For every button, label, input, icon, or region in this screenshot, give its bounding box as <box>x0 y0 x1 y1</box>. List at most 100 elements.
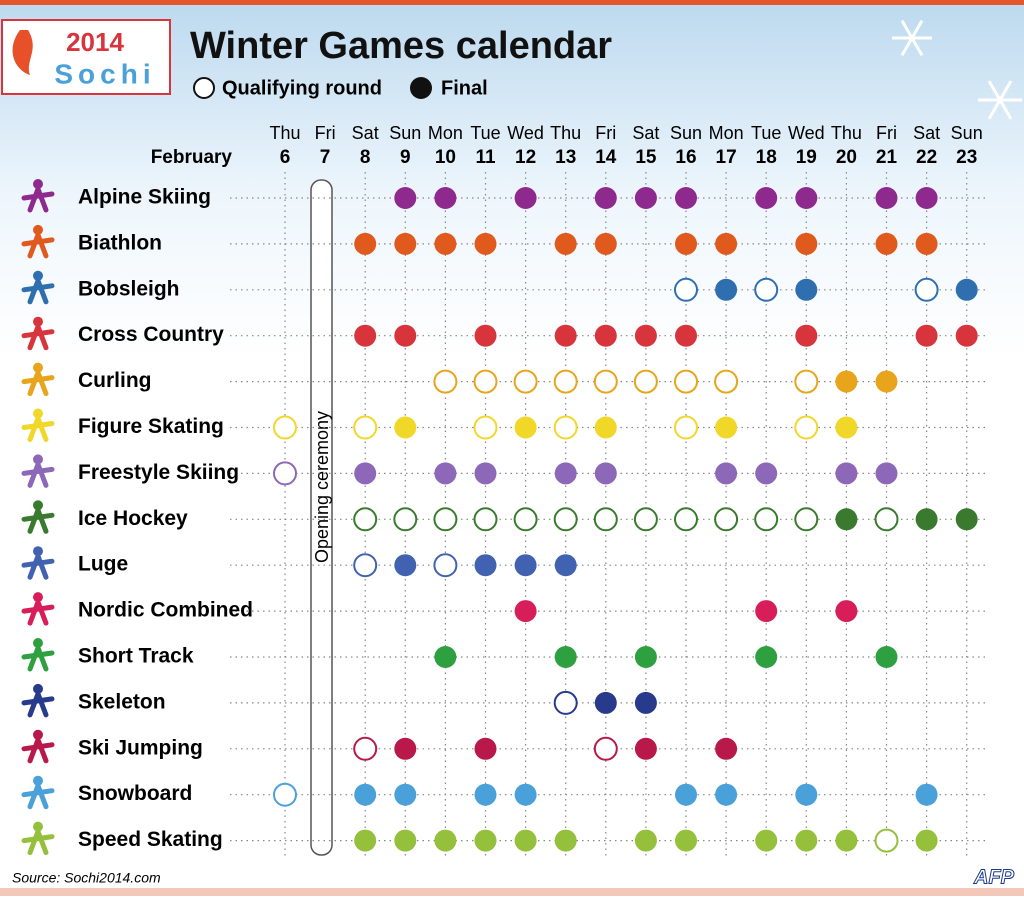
qualifying-dot <box>633 507 658 532</box>
final-dot <box>514 783 537 806</box>
final-dot <box>675 187 697 209</box>
sport-name: Cross Country <box>78 323 224 346</box>
sport-icon-body <box>21 186 55 213</box>
final-dot <box>394 737 417 760</box>
qualifying-dot <box>473 507 498 532</box>
weekday: Sun <box>670 123 702 143</box>
qualifying-dot <box>914 277 939 302</box>
weekday: Sun <box>389 123 421 143</box>
weekday: Mon <box>709 123 744 143</box>
weekday: Mon <box>428 123 463 143</box>
final-dot <box>795 278 818 301</box>
final-dot <box>675 232 697 255</box>
date: 14 <box>595 147 617 168</box>
snowflake <box>900 37 914 57</box>
final-dot <box>394 554 417 577</box>
sport-name: Luge <box>78 553 128 576</box>
final-dot <box>634 187 657 209</box>
snowflake <box>987 80 1002 101</box>
final-dot <box>795 232 818 255</box>
final-dot <box>955 508 978 531</box>
weekday: Tue <box>751 123 781 143</box>
weekday: Wed <box>788 123 825 143</box>
qualifying-dot <box>553 507 578 532</box>
final-dot <box>554 554 577 577</box>
weekday: Thu <box>550 123 581 143</box>
final-dot <box>675 324 697 347</box>
final-dot <box>795 324 818 347</box>
qualifying-dot <box>473 415 498 440</box>
opening-label: Opening ceremony <box>312 411 332 563</box>
final-dot <box>755 829 778 852</box>
weekday: Thu <box>269 123 300 143</box>
sport-icon-body <box>21 461 55 488</box>
final-dot <box>634 737 657 760</box>
legend-qualifying-icon <box>193 77 215 99</box>
final-dot <box>554 646 577 668</box>
final-dot <box>474 783 497 806</box>
sport-icon-head <box>33 729 43 740</box>
sport-icon-head <box>33 270 43 281</box>
final-dot <box>715 278 738 301</box>
final-dot <box>755 600 778 623</box>
snowflake <box>910 19 924 39</box>
qualifying-dot <box>754 277 779 302</box>
final-dot <box>875 370 898 393</box>
final-dot <box>634 829 657 852</box>
weekday: Fri <box>595 123 616 143</box>
final-dot <box>835 462 858 485</box>
final-dot <box>434 829 457 852</box>
final-dot <box>715 783 738 806</box>
date: 22 <box>916 147 937 168</box>
logo-city: Sochi <box>54 58 155 89</box>
weekday: Thu <box>831 123 862 143</box>
weekday: Sat <box>632 123 659 143</box>
sport-name: Bobsleigh <box>78 277 180 300</box>
final-dot <box>835 508 858 531</box>
final-dot <box>715 232 738 255</box>
final-dot <box>915 324 938 347</box>
final-dot <box>434 646 457 668</box>
final-dot <box>554 462 577 485</box>
sport-icon-body <box>21 507 55 534</box>
sport-icon-head <box>33 408 43 419</box>
sport-name: Nordic Combined <box>78 599 253 622</box>
date: 18 <box>756 147 777 168</box>
sport-name: Freestyle Skiing <box>78 461 239 484</box>
qualifying-dot <box>754 507 779 532</box>
date: 17 <box>716 147 737 168</box>
sport-name: Ice Hockey <box>78 507 188 530</box>
top-bar <box>0 0 1024 5</box>
final-dot <box>915 508 938 531</box>
final-dot <box>354 829 377 852</box>
final-dot <box>474 554 497 577</box>
date: 21 <box>876 147 898 168</box>
final-dot <box>434 187 457 209</box>
sport-icon-body <box>21 645 55 672</box>
final-dot <box>755 187 778 209</box>
date: 12 <box>515 147 536 168</box>
date: 11 <box>475 147 496 168</box>
sport-icon-body <box>21 370 55 397</box>
final-dot <box>474 462 497 485</box>
final-dot <box>434 232 457 255</box>
final-dot <box>394 232 417 255</box>
final-dot <box>835 600 858 623</box>
date: 9 <box>400 147 411 168</box>
final-dot <box>875 646 898 668</box>
qualifying-dot <box>393 507 418 532</box>
final-dot <box>594 691 617 714</box>
final-dot <box>394 416 417 439</box>
snowflake <box>987 99 1002 120</box>
sport-name: Biathlon <box>78 231 162 254</box>
date: 10 <box>435 147 456 168</box>
sport-icon-body <box>21 829 55 856</box>
final-dot <box>755 462 778 485</box>
sport-icon-body <box>21 691 55 718</box>
qualifying-dot <box>433 553 458 578</box>
final-dot <box>835 416 858 439</box>
sport-icon-head <box>33 316 43 327</box>
final-dot <box>915 232 938 255</box>
final-dot <box>514 829 537 852</box>
